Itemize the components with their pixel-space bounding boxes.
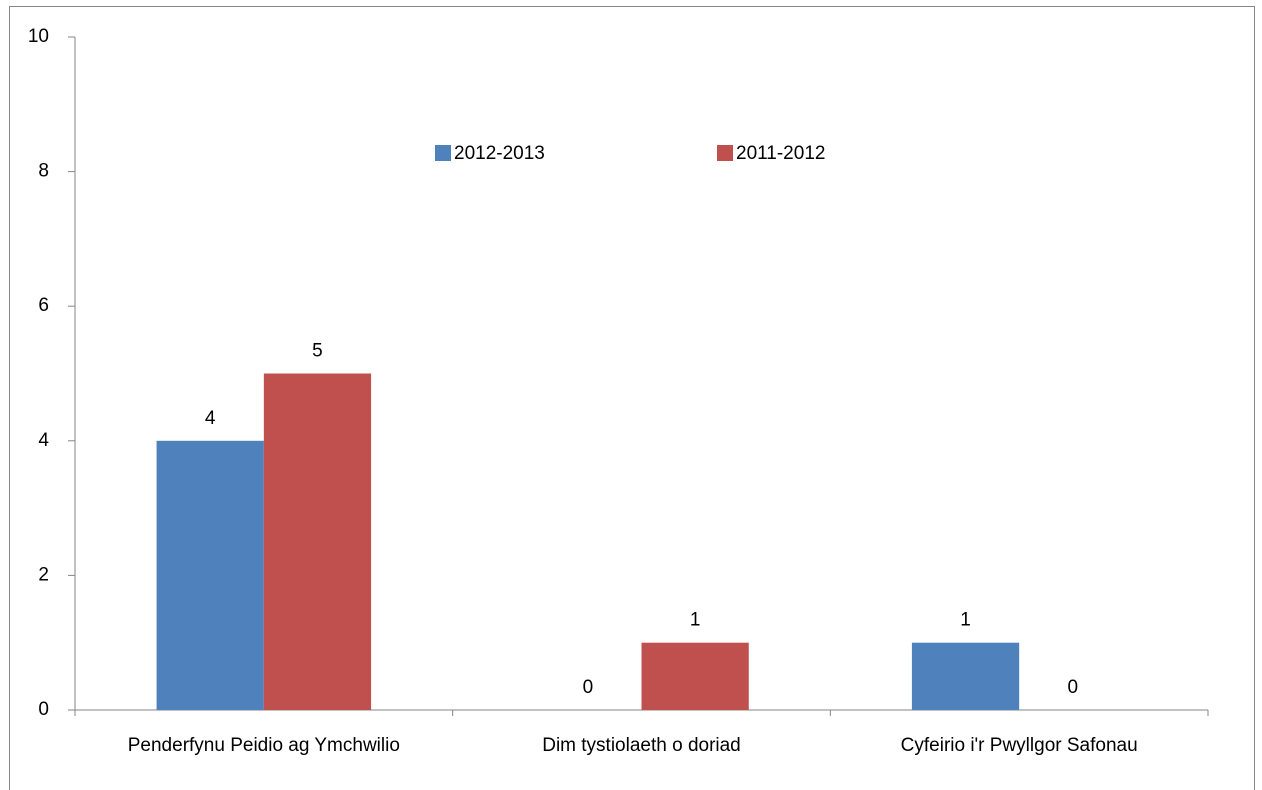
x-tick-label: Penderfynu Peidio ag Ymchwilio xyxy=(128,735,400,756)
legend-swatch xyxy=(435,145,451,161)
data-label: 5 xyxy=(312,341,323,362)
bar xyxy=(263,373,372,710)
y-tick-label: 10 xyxy=(28,26,49,47)
data-label: 1 xyxy=(960,610,971,631)
x-tick-label: Cyfeirio i'r Pwyllgor Safonau xyxy=(901,735,1138,756)
legend-swatch xyxy=(717,145,733,161)
y-tick-label: 2 xyxy=(38,564,49,585)
y-tick-label: 8 xyxy=(38,161,49,182)
data-label: 4 xyxy=(205,408,216,429)
bar xyxy=(641,642,749,710)
y-tick-label: 6 xyxy=(38,295,49,316)
x-tick-label: Dim tystiolaeth o doriad xyxy=(542,735,741,756)
data-label: 0 xyxy=(1068,677,1079,698)
y-tick-label: 4 xyxy=(38,430,49,451)
bar xyxy=(156,440,264,710)
data-label: 1 xyxy=(690,610,701,631)
legend-label: 2012-2013 xyxy=(454,143,545,164)
y-tick-label: 0 xyxy=(38,699,49,720)
legend-label: 2011-2012 xyxy=(736,143,825,164)
data-label: 0 xyxy=(583,677,594,698)
bar xyxy=(911,642,1020,710)
